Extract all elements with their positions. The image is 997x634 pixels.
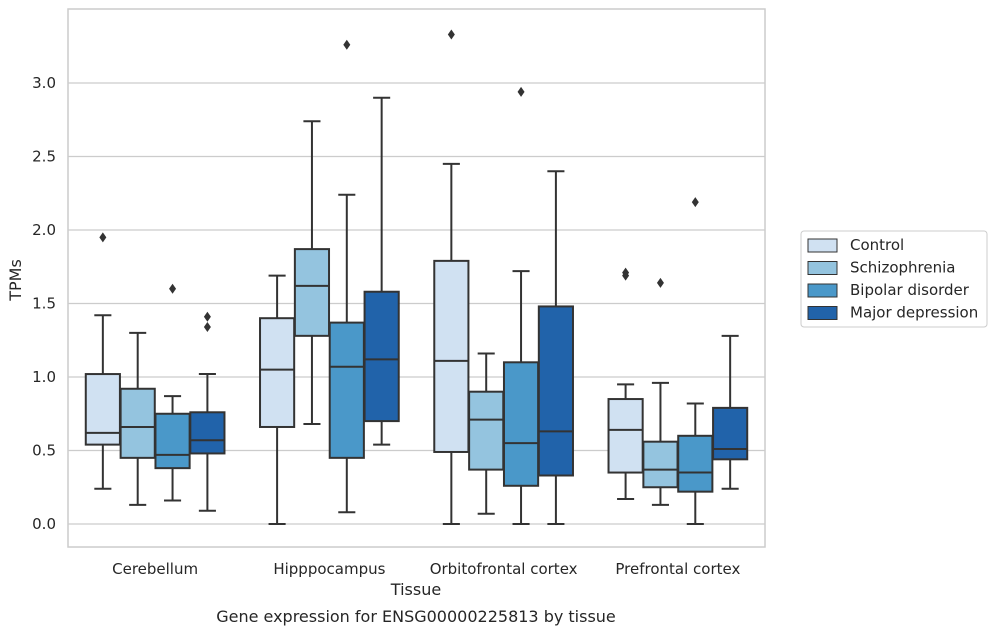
box-body bbox=[607, 398, 644, 474]
box-body bbox=[119, 387, 156, 459]
y-tick-label: 0.5 bbox=[32, 442, 56, 460]
box-body bbox=[189, 411, 226, 455]
x-tick-label: Orbitofrontal cortex bbox=[430, 560, 578, 578]
box-bipolar-disorder bbox=[154, 283, 191, 502]
box-control bbox=[84, 232, 121, 490]
legend-swatch bbox=[807, 283, 838, 298]
box-bipolar-disorder bbox=[502, 86, 540, 525]
legend-frame bbox=[800, 230, 988, 328]
legend-swatch bbox=[807, 306, 838, 320]
box-body bbox=[363, 290, 400, 423]
box-body bbox=[293, 248, 331, 337]
box-bipolar-disorder bbox=[677, 197, 714, 525]
box-body bbox=[502, 361, 540, 487]
box-body bbox=[537, 305, 574, 477]
y-tick-label: 0.0 bbox=[32, 515, 56, 533]
legend: Control Schizophrenia Bipolar disorder Majo… bbox=[800, 230, 988, 328]
box-body bbox=[154, 412, 191, 470]
x-tick-label: Cerebellum bbox=[112, 560, 198, 578]
box-schizophrenia bbox=[119, 331, 156, 506]
box-schizophrenia bbox=[468, 352, 505, 515]
y-tick-label: 1.5 bbox=[32, 295, 56, 313]
box-body bbox=[84, 373, 121, 446]
box-control bbox=[259, 274, 296, 525]
outlier-marker bbox=[203, 322, 211, 333]
legend-swatch bbox=[807, 238, 838, 253]
outlier-marker bbox=[99, 232, 107, 243]
box-body bbox=[712, 406, 749, 461]
y-axis-ticks: 0.0 0.5 1.0 1.5 2.0 2.5 3.0 bbox=[32, 74, 56, 533]
outlier-marker bbox=[343, 39, 351, 50]
legend-label: Major depression bbox=[850, 304, 978, 322]
plot-frame bbox=[67, 8, 766, 548]
box-major-depression bbox=[189, 311, 226, 512]
y-axis-label: TPMs bbox=[6, 259, 25, 302]
outlier-marker bbox=[447, 29, 455, 40]
y-tick-label: 1.0 bbox=[32, 368, 56, 386]
legend-swatch bbox=[807, 261, 838, 275]
legend-label: Schizophrenia bbox=[850, 259, 955, 277]
y-tick-label: 2.0 bbox=[32, 221, 56, 239]
figure-caption: Gene expression for ENSG00000225813 by t… bbox=[216, 607, 616, 626]
box-schizophrenia bbox=[293, 120, 331, 426]
box-body bbox=[642, 440, 679, 489]
box-body bbox=[433, 259, 470, 453]
box-body bbox=[468, 390, 505, 471]
box-schizophrenia bbox=[642, 277, 679, 506]
outlier-marker bbox=[517, 86, 525, 97]
x-tick-label: Hipppocampus bbox=[273, 560, 385, 578]
box-major-depression bbox=[712, 334, 749, 490]
box-body bbox=[328, 321, 365, 459]
outlier-marker bbox=[622, 267, 630, 278]
x-tick-label: Prefrontal cortex bbox=[615, 560, 740, 578]
outlier-marker bbox=[203, 311, 211, 322]
x-axis-ticks: Cerebellum Hipppocampus Orbitofrontal cort… bbox=[112, 560, 740, 578]
outlier-marker bbox=[169, 283, 177, 294]
outlier-marker bbox=[656, 277, 664, 288]
box-control bbox=[433, 29, 470, 525]
outlier-marker bbox=[691, 197, 699, 208]
box-control bbox=[607, 267, 644, 501]
box-bipolar-disorder bbox=[328, 39, 365, 514]
y-tick-label: 2.5 bbox=[32, 148, 56, 166]
legend-label: Bipolar disorder bbox=[850, 281, 970, 299]
y-tick-label: 3.0 bbox=[32, 74, 56, 92]
box-major-depression bbox=[363, 96, 400, 446]
box-major-depression bbox=[537, 170, 574, 525]
box-marks bbox=[84, 29, 749, 525]
box-body bbox=[677, 434, 714, 493]
box-body bbox=[259, 317, 296, 428]
x-axis-label: Tissue bbox=[390, 580, 441, 599]
legend-label: Control bbox=[850, 236, 904, 254]
